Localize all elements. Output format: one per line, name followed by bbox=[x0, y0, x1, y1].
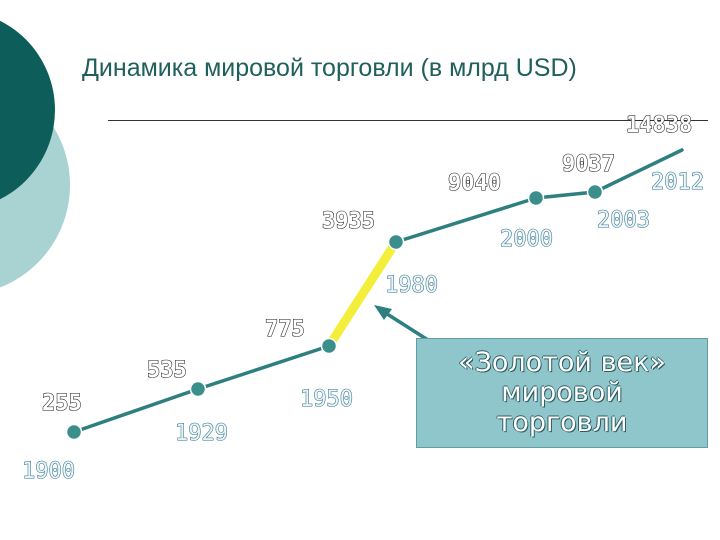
data-point-marker bbox=[387, 233, 405, 251]
year-label: 2000 bbox=[500, 227, 553, 252]
series-segment bbox=[196, 344, 331, 391]
decor-circle-dark bbox=[0, 20, 55, 200]
value-label: 3935 bbox=[322, 209, 375, 234]
data-point-marker bbox=[189, 380, 207, 398]
golden-age-callout: «Золотой век» мировой торговли bbox=[416, 338, 708, 448]
year-label: 2003 bbox=[597, 208, 650, 233]
chart-title: Динамика мировой торговли (в млрд USD) bbox=[82, 54, 577, 82]
callout-arrow-head bbox=[374, 305, 392, 320]
year-label: 1980 bbox=[385, 273, 438, 298]
callout-line-3: торговли bbox=[496, 407, 628, 438]
value-label: 535 bbox=[147, 358, 187, 383]
data-point-marker bbox=[320, 337, 338, 355]
series-segment bbox=[72, 387, 200, 434]
callout-arrow-shaft bbox=[383, 310, 429, 342]
data-point-marker bbox=[586, 183, 604, 201]
series-segment bbox=[593, 148, 684, 194]
data-point-marker bbox=[65, 423, 83, 441]
series-segment bbox=[394, 196, 538, 244]
year-label: 1929 bbox=[175, 421, 228, 446]
callout-line-2: мировой bbox=[501, 377, 623, 408]
year-label: 1950 bbox=[300, 387, 353, 412]
year-label: 1900 bbox=[22, 459, 75, 484]
value-label: 775 bbox=[265, 317, 305, 342]
value-label: 255 bbox=[42, 391, 82, 416]
callout-line-1: «Золотой век» bbox=[458, 347, 666, 378]
title-underline bbox=[108, 120, 708, 121]
value-label: 9037 bbox=[562, 152, 615, 177]
series-segment bbox=[534, 190, 597, 200]
value-label: 9040 bbox=[448, 171, 501, 196]
data-point-marker bbox=[527, 189, 545, 207]
year-label: 2012 bbox=[651, 170, 704, 195]
value-label: 14838 bbox=[626, 113, 692, 138]
golden-age-segment bbox=[324, 237, 401, 351]
